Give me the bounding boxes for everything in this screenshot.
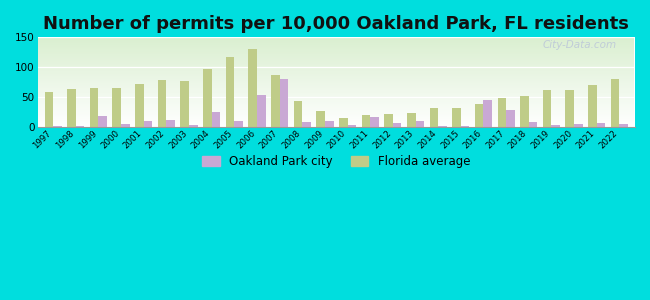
Bar — [280, 79, 288, 127]
Bar — [475, 104, 484, 127]
Bar — [529, 122, 538, 127]
Bar — [597, 123, 605, 127]
Bar — [135, 84, 144, 127]
Bar — [415, 121, 424, 127]
Bar — [53, 126, 62, 127]
Bar — [393, 123, 402, 127]
Bar — [497, 98, 506, 127]
Bar — [166, 120, 175, 127]
Bar — [611, 79, 619, 127]
Bar — [438, 126, 447, 127]
Bar — [294, 101, 302, 127]
Bar — [158, 80, 166, 127]
Bar — [144, 121, 152, 127]
Bar — [90, 88, 98, 127]
Bar — [370, 117, 379, 127]
Bar — [271, 75, 280, 127]
Bar — [67, 89, 76, 127]
Bar — [325, 121, 333, 127]
Bar — [235, 121, 243, 127]
Bar — [121, 124, 130, 127]
Legend: Oakland Park city, Florida average: Oakland Park city, Florida average — [198, 151, 475, 173]
Bar — [189, 125, 198, 127]
Bar — [588, 85, 597, 127]
Bar — [45, 92, 53, 127]
Bar — [181, 81, 189, 127]
Bar — [384, 114, 393, 127]
Bar — [543, 90, 551, 127]
Bar — [461, 126, 469, 127]
Bar — [520, 96, 529, 127]
Text: City-Data.com: City-Data.com — [543, 40, 617, 50]
Bar — [212, 112, 220, 127]
Bar — [203, 69, 212, 127]
Bar — [361, 115, 370, 127]
Bar — [348, 125, 356, 127]
Title: Number of permits per 10,000 Oakland Park, FL residents: Number of permits per 10,000 Oakland Par… — [44, 15, 629, 33]
Bar — [76, 126, 85, 127]
Bar — [574, 124, 582, 127]
Bar — [430, 108, 438, 127]
Bar — [302, 122, 311, 127]
Bar — [257, 95, 266, 127]
Bar — [98, 116, 107, 127]
Bar — [506, 110, 515, 127]
Bar — [317, 111, 325, 127]
Bar — [619, 124, 628, 127]
Bar — [112, 88, 121, 127]
Bar — [484, 100, 492, 127]
Bar — [226, 57, 235, 127]
Bar — [452, 108, 461, 127]
Bar — [339, 118, 348, 127]
Bar — [407, 113, 415, 127]
Bar — [566, 90, 574, 127]
Bar — [248, 49, 257, 127]
Bar — [551, 125, 560, 127]
